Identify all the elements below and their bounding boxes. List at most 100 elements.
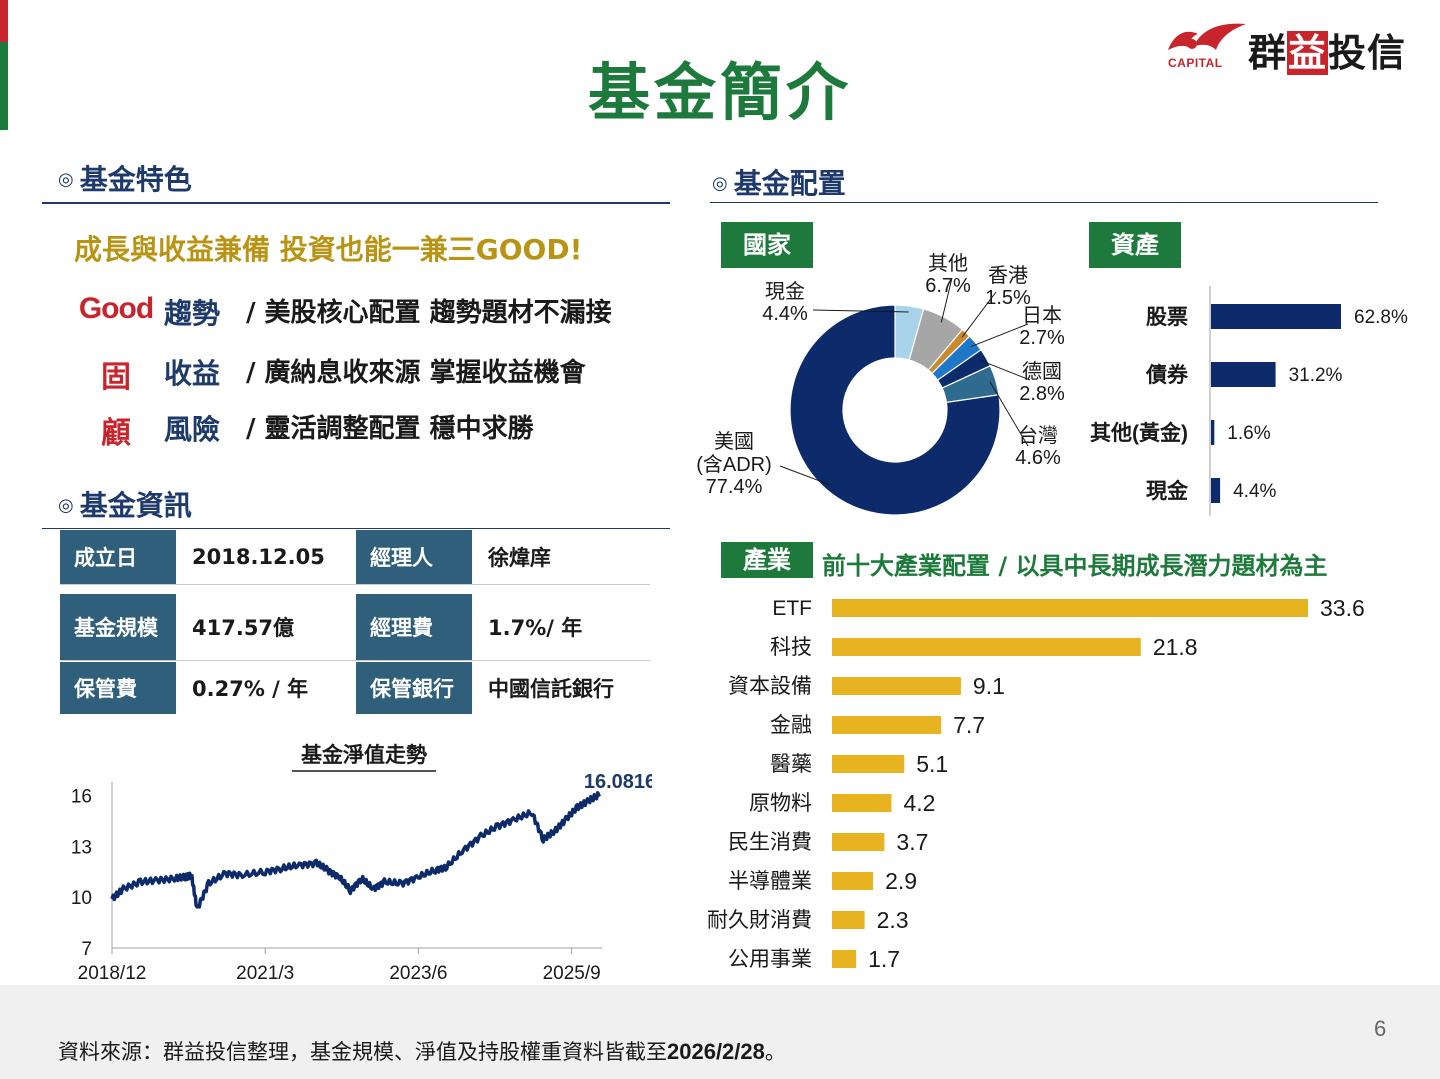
asset-category-label: 債券 (1145, 363, 1189, 387)
page-number: 6 (1374, 1016, 1387, 1041)
industry-value-label: 3.7 (896, 829, 928, 855)
industry-value-label: 33.6 (1320, 595, 1365, 621)
nav-x-axis: 2018/12 2021/3 2023/6 2025/9 (78, 948, 601, 984)
asset-value-label: 31.2% (1289, 365, 1343, 386)
industry-category-label: ETF (772, 597, 812, 620)
nav-y-tick: 13 (71, 837, 92, 858)
nav-y-tick: 7 (81, 939, 92, 960)
eagle-logo-icon (1168, 23, 1246, 50)
feature-desc: / 廣納息收來源 掌握收益機會 (246, 358, 586, 388)
asset-bar (1211, 420, 1215, 445)
info-value: 417.57億 (192, 616, 295, 640)
info-value: 徐煒庠 (488, 546, 551, 570)
feature-item-trend: Good 趨勢 / 美股核心配置 趨勢題材不漏接 (76, 292, 676, 332)
info-key: 成立日 (60, 530, 176, 584)
table-row: 基金規模 417.57億 經理費 1.7%/ 年 (60, 594, 650, 660)
logo-name-part2: 投信 (1328, 31, 1407, 75)
industry-bars: ETF 33.6 科技 21.8 資本設備 9.1 金融 7.7 醫藥 5.1 原物料 4.2 民生消費… (707, 595, 1365, 972)
footer-source-note: 資料來源：群益投信整理，基金規模、淨值及持股權重資料皆截至2026/2/28。 (58, 1036, 786, 1066)
info-key: 基金規模 (60, 594, 176, 660)
donut-slices (789, 304, 1001, 516)
info-key: 保管銀行 (356, 662, 472, 714)
nav-y-axis: 7 10 13 16 (71, 787, 92, 960)
donut-label-name: 現金 (765, 280, 805, 303)
info-value: 1.7%/ 年 (488, 616, 583, 640)
page-title: 基金簡介 (587, 56, 852, 129)
nav-x-tick: 2018/12 (78, 963, 147, 984)
footer-band (0, 985, 1440, 1079)
donut-slice (789, 304, 1001, 516)
asset-value-label: 1.6% (1227, 423, 1270, 444)
nav-y-tick: 16 (71, 787, 92, 808)
donut-label-value: 2.7% (1019, 327, 1065, 349)
industry-value-label: 2.9 (885, 868, 917, 894)
info-value: 0.27% / 年 (192, 677, 309, 701)
donut-label-value: 6.7% (925, 275, 971, 297)
feature-desc: / 美股核心配置 趨勢題材不漏接 (246, 298, 612, 328)
nav-latest-label: 16.0816 (584, 771, 652, 793)
industry-value-label: 21.8 (1153, 634, 1198, 660)
industry-value-label: 2.3 (877, 907, 909, 933)
industry-bar (832, 599, 1308, 617)
donut-label-name: (含ADR) (696, 453, 772, 476)
industry-bar (832, 677, 961, 695)
donut-labels: 現金4.4% 其他6.7% 香港1.5%日本2.7% 德國2.8% 台灣4.6% 美國(含… (696, 252, 1065, 498)
asset-bar (1211, 304, 1341, 329)
source-date: 2026/2/28 (667, 1039, 765, 1064)
feature-item-risk: 顧 風險 / 靈活調整配置 穩中求勝 (76, 408, 676, 451)
donut-label-name: 美國 (714, 430, 754, 453)
feature-word: 風險 (164, 413, 221, 446)
nav-line-chart: 基金淨值走勢 16.0816 7 10 13 16 2018/12 2021/3 2023… (71, 743, 652, 984)
asset-category-label: 現金 (1146, 479, 1189, 503)
table-row: 保管費 0.27% / 年 保管銀行 中國信託銀行 (60, 662, 650, 714)
info-key: 經理人 (356, 530, 472, 584)
asset-bar (1211, 362, 1276, 387)
donut-label-value: 77.4% (706, 476, 763, 498)
feature-item-income: 固 收益 / 廣納息收來源 掌握收益機會 (76, 352, 676, 395)
row-divider (60, 584, 650, 585)
industry-bar (832, 833, 885, 851)
industry-bar (832, 755, 905, 773)
info-rule (42, 528, 670, 529)
industry-category-label: 科技 (770, 636, 812, 659)
industry-bar (832, 794, 892, 812)
industry-category-label: 醫藥 (770, 753, 812, 776)
asset-value-label: 4.4% (1233, 481, 1276, 502)
industry-title: 前十大產業配置 / 以具中長期成長潛力題材為主 (822, 552, 1328, 580)
feature-word: 收益 (164, 357, 221, 390)
industry-bar (832, 950, 857, 968)
industry-value-label: 1.7 (868, 946, 900, 972)
industry-bar-chart: ETF 33.6 科技 21.8 資本設備 9.1 金融 7.7 醫藥 5.1 原物料 4.2 民生消費… (707, 595, 1365, 972)
nav-y-tick: 10 (71, 888, 92, 909)
asset-tag: 資產 (1089, 222, 1181, 268)
logo-name: 群益投信 (1248, 22, 1406, 77)
feature-key: 顧 (101, 416, 131, 451)
info-key: 保管費 (60, 662, 176, 714)
donut-label-name: 日本 (1022, 304, 1062, 327)
target-bullet-icon: ◎ (58, 495, 74, 516)
asset-category-label: 其他(黃金) (1090, 421, 1188, 445)
feature-word: 趨勢 (164, 297, 221, 330)
info-value: 2018.12.05 (192, 545, 325, 569)
edge-accent-green (0, 42, 8, 130)
edge-accent-red (0, 0, 8, 42)
donut-leader-line (940, 277, 953, 323)
asset-bars: 股票 62.8% 債券 31.2% 其他(黃金) 1.6% 現金 4.4% (1090, 304, 1408, 503)
info-key: 經理費 (356, 594, 472, 660)
features-heading: ◎ 基金特色 (58, 158, 192, 198)
logo-name-boxed: 益 (1287, 31, 1329, 75)
feature-key: Good (78, 292, 154, 325)
feature-key: 固 (101, 360, 131, 395)
logo-name-part1: 群 (1248, 31, 1288, 75)
donut-label-value: 1.5% (985, 287, 1031, 309)
logo-capital-text: CAPITAL (1168, 56, 1223, 70)
country-tag: 國家 (721, 222, 813, 268)
industry-bar (832, 716, 942, 734)
asset-value-label: 62.8% (1354, 307, 1408, 328)
source-suffix: 。 (764, 1040, 786, 1064)
industry-value-label: 7.7 (953, 712, 985, 738)
donut-leader-line (812, 309, 909, 313)
industry-value-label: 4.2 (904, 790, 936, 816)
industry-bar (832, 911, 865, 929)
info-heading: ◎ 基金資訊 (58, 484, 192, 524)
